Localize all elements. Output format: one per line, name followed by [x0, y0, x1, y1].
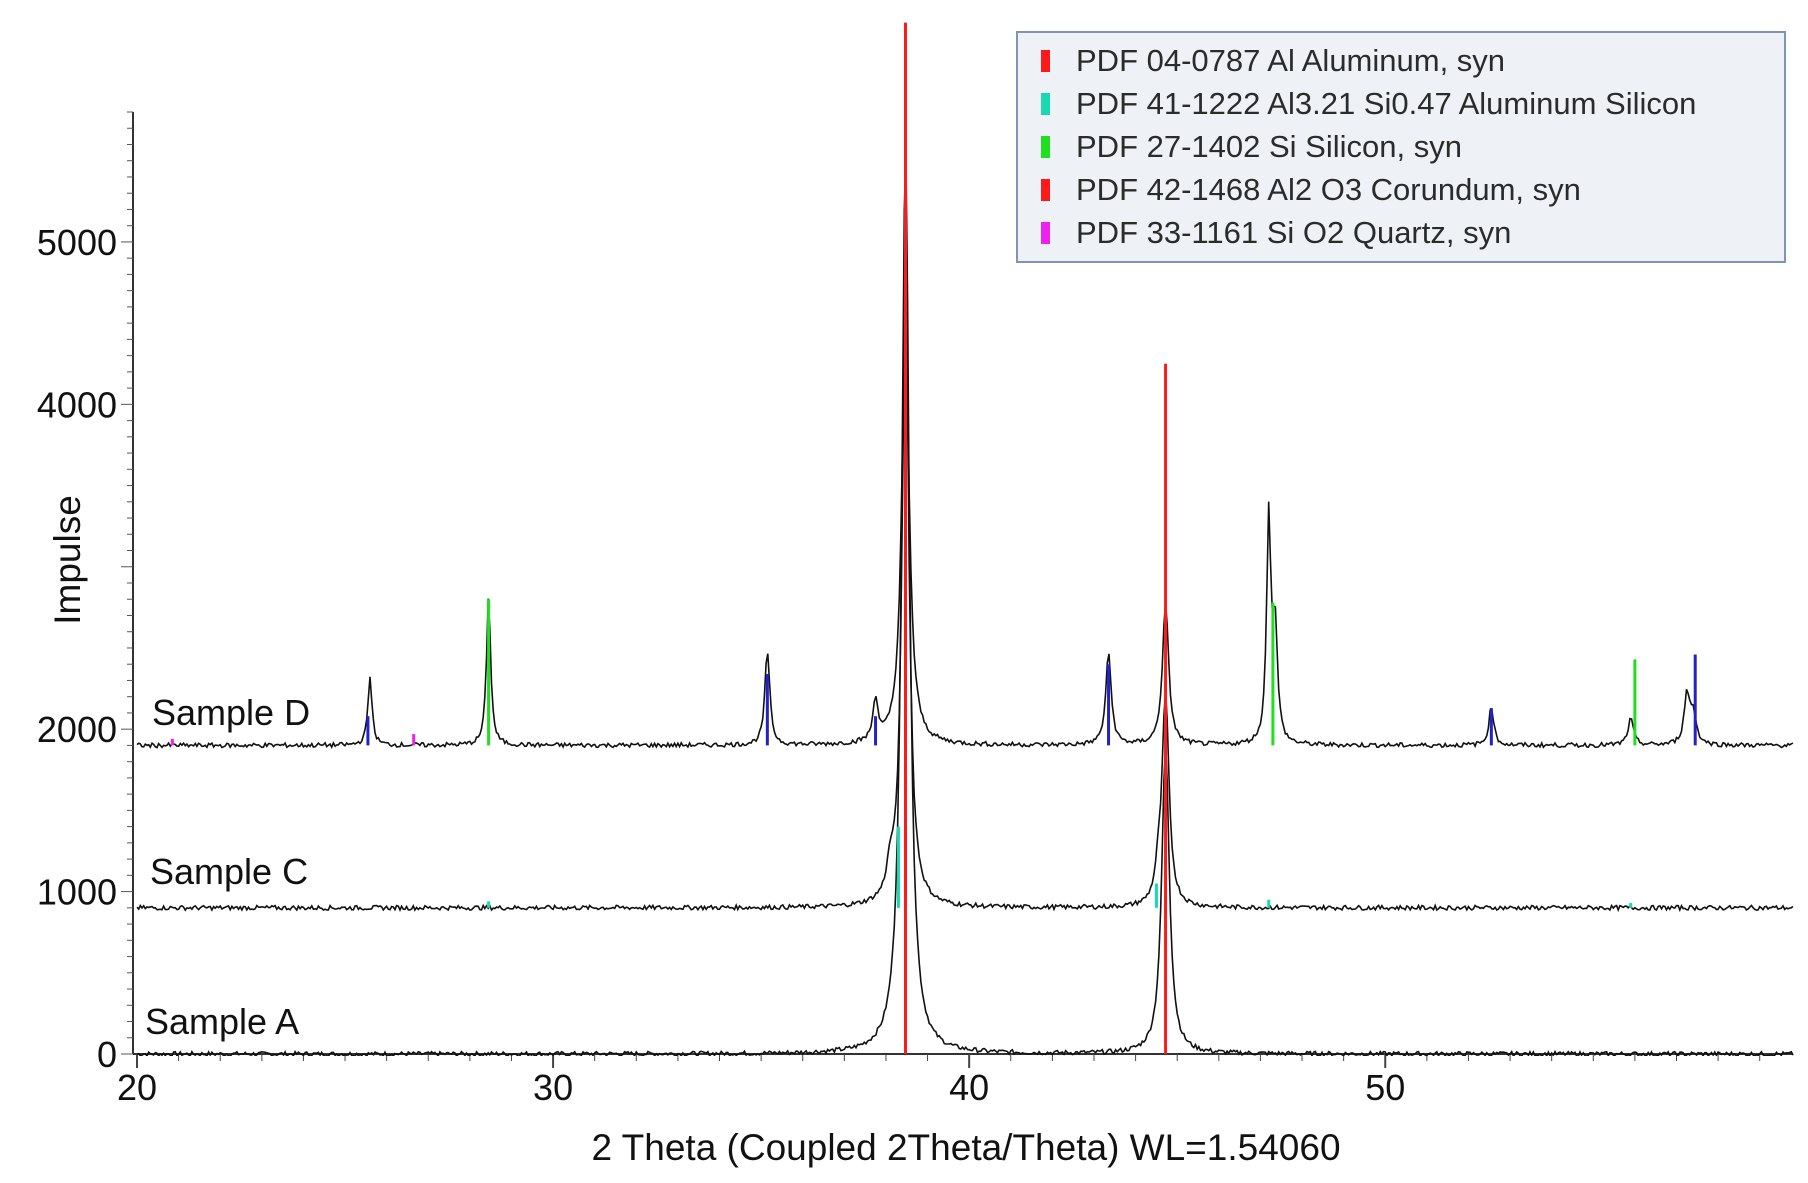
y-tick-label: 1000 — [37, 872, 117, 913]
x-tick-label: 20 — [117, 1067, 157, 1108]
axes: 20 30 40 50 0 1000 2000 4000 5000 — [37, 111, 1793, 1108]
legend-item-corundum: PDF 42-1468 Al2 O3 Corundum, syn — [1018, 168, 1784, 211]
legend-swatch — [1041, 178, 1050, 201]
legend-label: PDF 27-1402 Si Silicon, syn — [1076, 128, 1462, 164]
y-axis-title: Impulse — [47, 495, 88, 625]
sample-label: Sample A — [145, 1001, 299, 1042]
legend-item-silicon: PDF 27-1402 Si Silicon, syn — [1018, 125, 1784, 168]
sample-label: Sample C — [150, 851, 308, 892]
x-tick-label: 30 — [533, 1067, 573, 1108]
y-tick-label: 0 — [97, 1034, 117, 1075]
sample-labels: Sample A Sample C Sample D — [145, 692, 310, 1042]
legend-label: PDF 33-1161 Si O2 Quartz, syn — [1076, 214, 1512, 250]
sample-label: Sample D — [152, 692, 310, 733]
x-axis-title: 2 Theta (Coupled 2Theta/Theta) WL=1.5406… — [591, 1127, 1340, 1168]
legend-item-quartz: PDF 33-1161 Si O2 Quartz, syn — [1018, 211, 1784, 254]
legend-swatch — [1041, 92, 1050, 115]
legend-item-aluminum: PDF 04-0787 Al Aluminum, syn — [1018, 39, 1784, 82]
legend: PDF 04-0787 Al Aluminum, syn PDF 41-1222… — [1016, 31, 1786, 263]
x-tick-label: 40 — [949, 1067, 989, 1108]
legend-swatch — [1041, 221, 1050, 244]
reference-sticks — [170, 22, 1697, 1054]
legend-label: PDF 42-1468 Al2 O3 Corundum, syn — [1076, 171, 1581, 207]
y-tick-label: 2000 — [37, 709, 117, 750]
legend-label: PDF 04-0787 Al Aluminum, syn — [1076, 42, 1506, 78]
legend-item-aluminum-silicon: PDF 41-1222 Al3.21 Si0.47 Aluminum Silic… — [1018, 82, 1784, 125]
series-curve-sample-d — [136, 324, 1794, 749]
legend-swatch — [1041, 135, 1050, 158]
legend-label: PDF 41-1222 Al3.21 Si0.47 Aluminum Silic… — [1076, 85, 1697, 121]
x-tick-label: 50 — [1365, 1067, 1405, 1108]
y-tick-label: 4000 — [37, 384, 117, 425]
series-curve-sample-c — [136, 296, 1794, 913]
diffraction-curves — [136, 153, 1794, 1056]
y-tick-label: 5000 — [37, 222, 117, 263]
series-curve-sample-a — [136, 153, 1794, 1056]
legend-swatch — [1041, 49, 1050, 72]
